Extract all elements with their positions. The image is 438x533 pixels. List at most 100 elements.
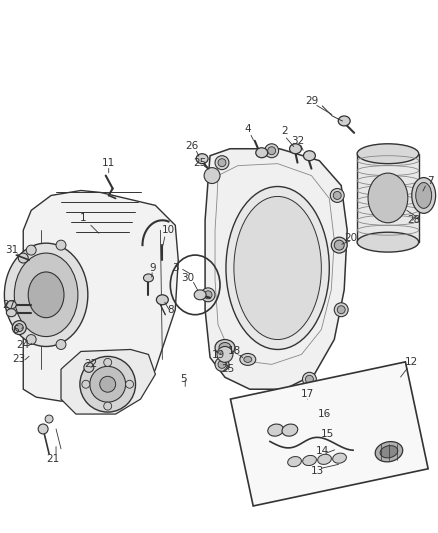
Text: 18: 18 [228, 346, 241, 357]
Text: 11: 11 [102, 158, 115, 168]
Text: 1: 1 [80, 213, 86, 223]
Ellipse shape [368, 173, 408, 223]
Polygon shape [61, 350, 155, 414]
Ellipse shape [218, 360, 226, 368]
Ellipse shape [18, 253, 28, 263]
Ellipse shape [290, 144, 301, 154]
Polygon shape [23, 190, 178, 401]
Ellipse shape [380, 446, 398, 458]
Text: 4: 4 [244, 124, 251, 134]
Ellipse shape [334, 303, 348, 317]
Text: 28: 28 [407, 215, 420, 225]
Ellipse shape [12, 321, 26, 335]
Ellipse shape [45, 415, 53, 423]
Ellipse shape [126, 380, 134, 388]
Text: 8: 8 [167, 305, 173, 314]
Ellipse shape [357, 232, 419, 252]
Ellipse shape [204, 291, 212, 299]
Text: 3: 3 [172, 263, 179, 273]
Text: 30: 30 [182, 273, 195, 283]
Text: 23: 23 [13, 354, 26, 365]
Text: 7: 7 [427, 175, 434, 185]
Ellipse shape [217, 346, 233, 362]
Ellipse shape [244, 357, 252, 362]
Ellipse shape [56, 240, 66, 250]
Ellipse shape [215, 156, 229, 169]
Ellipse shape [100, 376, 116, 392]
Text: 26: 26 [186, 141, 199, 151]
Ellipse shape [265, 144, 279, 158]
Text: 2: 2 [281, 126, 288, 136]
Ellipse shape [156, 295, 168, 305]
Ellipse shape [333, 191, 341, 199]
Ellipse shape [240, 353, 256, 365]
Ellipse shape [338, 116, 350, 126]
Ellipse shape [82, 380, 90, 388]
Ellipse shape [80, 357, 135, 412]
Text: 31: 31 [5, 245, 18, 255]
Polygon shape [230, 362, 428, 506]
Text: 5: 5 [180, 374, 187, 384]
Ellipse shape [332, 453, 346, 463]
Ellipse shape [268, 147, 276, 155]
Ellipse shape [416, 182, 431, 208]
Ellipse shape [38, 424, 48, 434]
Text: 25: 25 [194, 158, 207, 168]
Text: 16: 16 [318, 409, 331, 419]
Ellipse shape [219, 343, 231, 352]
Ellipse shape [215, 358, 229, 372]
Ellipse shape [375, 441, 403, 462]
Text: 15: 15 [321, 429, 334, 439]
Ellipse shape [28, 272, 64, 318]
Text: 25: 25 [221, 365, 235, 374]
Text: 27: 27 [3, 300, 16, 310]
Ellipse shape [84, 362, 94, 373]
Ellipse shape [204, 168, 220, 183]
Ellipse shape [196, 154, 208, 164]
Text: 19: 19 [212, 350, 225, 360]
Ellipse shape [331, 237, 347, 253]
Text: 17: 17 [301, 389, 314, 399]
Ellipse shape [305, 375, 314, 383]
Ellipse shape [26, 335, 36, 344]
Ellipse shape [201, 288, 215, 302]
Ellipse shape [26, 245, 36, 255]
Text: 10: 10 [162, 225, 175, 235]
Polygon shape [205, 149, 347, 389]
Ellipse shape [215, 340, 235, 356]
Text: 20: 20 [345, 233, 358, 243]
Ellipse shape [288, 457, 301, 467]
Ellipse shape [4, 243, 88, 346]
Text: 12: 12 [405, 358, 418, 367]
Polygon shape [357, 154, 419, 242]
Ellipse shape [234, 197, 321, 340]
Ellipse shape [304, 151, 315, 160]
Text: 22: 22 [84, 359, 97, 369]
Ellipse shape [337, 306, 345, 314]
Ellipse shape [330, 189, 344, 203]
Ellipse shape [218, 159, 226, 167]
Ellipse shape [282, 424, 298, 436]
Text: 21: 21 [46, 454, 60, 464]
Ellipse shape [334, 240, 344, 250]
Ellipse shape [15, 324, 23, 332]
Ellipse shape [318, 454, 332, 464]
Text: 24: 24 [17, 340, 30, 350]
Text: 29: 29 [305, 96, 318, 106]
Ellipse shape [14, 253, 78, 336]
Text: 14: 14 [316, 446, 329, 456]
Ellipse shape [104, 402, 112, 410]
Ellipse shape [268, 424, 283, 436]
Ellipse shape [226, 187, 329, 350]
Ellipse shape [303, 455, 316, 465]
Ellipse shape [144, 274, 153, 282]
Text: 6: 6 [12, 325, 18, 335]
Ellipse shape [7, 309, 16, 317]
Ellipse shape [104, 358, 112, 366]
Ellipse shape [412, 177, 436, 213]
Ellipse shape [56, 340, 66, 350]
Text: 32: 32 [291, 136, 304, 146]
Ellipse shape [357, 144, 419, 164]
Ellipse shape [194, 290, 206, 300]
Text: 13: 13 [311, 466, 324, 475]
